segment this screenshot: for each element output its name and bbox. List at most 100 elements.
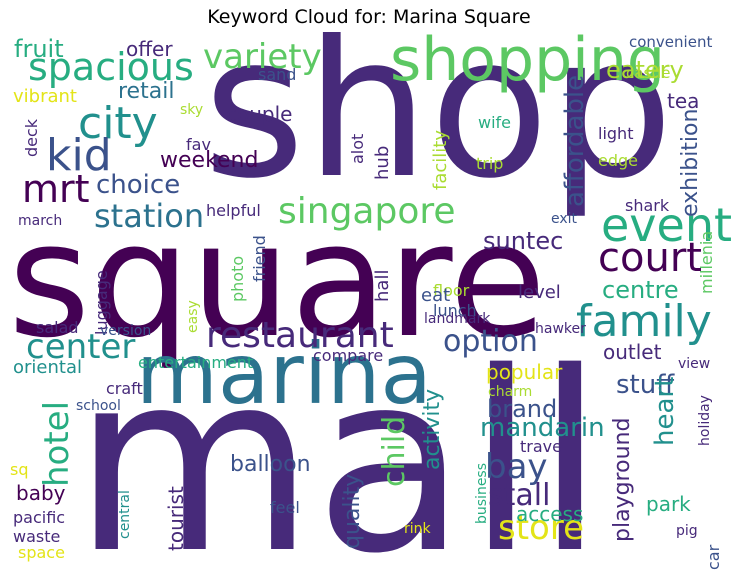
word-playground: playground: [610, 417, 635, 542]
word-restaurant: restaurant: [206, 315, 394, 356]
word-child: child: [377, 415, 412, 487]
word-exit: exit: [551, 211, 578, 227]
word-stall: stall: [488, 478, 551, 513]
word-light: light: [598, 124, 634, 143]
word-singapore: singapore: [278, 191, 456, 232]
word-exhibition: exhibition: [678, 108, 703, 217]
word-weekend: weekend: [160, 148, 259, 173]
word-sand: sand: [258, 65, 297, 84]
word-mandarin: mandarin: [480, 413, 605, 443]
word-view: view: [678, 356, 711, 372]
word-alot: alot: [348, 133, 367, 164]
word-activity: activity: [420, 388, 445, 470]
word-brand: brand: [487, 395, 558, 423]
word-fav: fav: [186, 135, 211, 154]
word-square: square: [8, 189, 547, 373]
word-hawker: hawker: [535, 321, 586, 337]
word-hotel: hotel: [37, 400, 77, 487]
word-retail: retail: [118, 79, 175, 104]
word-couple: couple: [226, 102, 293, 126]
word-eatery: eatery: [606, 56, 684, 84]
word-level: level: [518, 282, 561, 303]
word-central: central: [117, 490, 133, 539]
word-shark: shark: [625, 196, 670, 215]
word-waste: waste: [13, 527, 61, 546]
word-compare: compare: [313, 346, 384, 365]
word-travel: travel: [520, 437, 567, 456]
word-car: car: [704, 544, 723, 570]
word-shopping: shopping: [390, 32, 665, 95]
word-event: event: [601, 198, 732, 252]
word-craft: craft: [106, 379, 143, 398]
word-convenient: convenient: [629, 33, 713, 51]
word-suntec: suntec: [483, 227, 564, 255]
word-salad: salad: [36, 318, 79, 337]
word-fruit: fruit: [14, 35, 64, 63]
word-version: version: [100, 323, 152, 339]
word-shop: shop: [203, 32, 674, 222]
word-balloon: balloon: [230, 452, 311, 477]
word-sky: sky: [180, 102, 204, 118]
word-cloud: shop square mall marina shopping spaciou…: [8, 32, 732, 579]
word-stuff: stuff: [616, 370, 675, 400]
word-popular: popular: [486, 360, 563, 384]
word-trip: trip: [476, 154, 504, 173]
word-family: family: [576, 296, 712, 347]
word-choice: choice: [96, 170, 181, 200]
word-baby: baby: [16, 481, 66, 505]
word-charm: charm: [488, 384, 533, 400]
word-sq: sq: [10, 460, 29, 479]
word-quality: quality: [340, 473, 365, 549]
word-access: access: [516, 502, 584, 526]
word-oriental: oriental: [13, 357, 82, 378]
word-business: business: [474, 462, 490, 524]
word-pacific: pacific: [13, 508, 66, 527]
word-spacious: spacious: [28, 45, 194, 89]
word-march: march: [18, 213, 63, 229]
word-pig: pig: [676, 523, 698, 539]
word-tea: tea: [667, 89, 700, 113]
word-friend: friend: [250, 235, 269, 282]
word-station: station: [94, 197, 205, 235]
word-school: school: [76, 398, 121, 414]
word-mrt: mrt: [22, 167, 90, 211]
word-offer: offer: [126, 37, 173, 61]
word-marina: marina: [136, 325, 432, 423]
word-variety: variety: [203, 37, 322, 77]
word-bay: bay: [485, 447, 548, 487]
word-landmark: landmark: [424, 311, 491, 327]
word-city: city: [78, 98, 158, 149]
word-photo: photo: [228, 255, 247, 302]
word-space: space: [18, 543, 65, 562]
word-castle: castle: [626, 64, 671, 82]
word-feel: feel: [270, 498, 300, 517]
word-deck: deck: [22, 118, 41, 157]
word-rink: rink: [404, 521, 431, 537]
word-entertainment: entertainment: [138, 353, 254, 372]
word-store: store: [498, 508, 584, 548]
word-center: center: [26, 327, 136, 367]
word-court: court: [598, 235, 702, 281]
word-centre: centre: [602, 276, 679, 304]
word-edge: edge: [598, 151, 638, 170]
word-heart: heart: [650, 376, 680, 446]
word-floor: floor: [433, 281, 470, 300]
word-millenia: millenia: [697, 230, 716, 294]
word-hub: hub: [372, 145, 393, 180]
word-eat: eat: [421, 285, 451, 306]
word-helpful: helpful: [206, 201, 261, 220]
word-mall: mall: [73, 320, 605, 579]
word-easy: easy: [185, 300, 201, 333]
word-park: park: [646, 492, 691, 516]
word-kid: kid: [46, 130, 112, 181]
cloud-title: Keyword Cloud for: Marina Square: [207, 6, 531, 28]
word-holiday: holiday: [697, 395, 713, 446]
word-option: option: [443, 324, 538, 359]
word-lunch: lunch: [433, 301, 477, 320]
word-affordable: affordable: [560, 74, 590, 207]
word-vibrant: vibrant: [13, 86, 77, 107]
word-hall: hall: [372, 269, 393, 302]
word-facility: facility: [430, 130, 451, 190]
word-tourist: tourist: [164, 486, 188, 551]
word-outlet: outlet: [603, 340, 662, 364]
